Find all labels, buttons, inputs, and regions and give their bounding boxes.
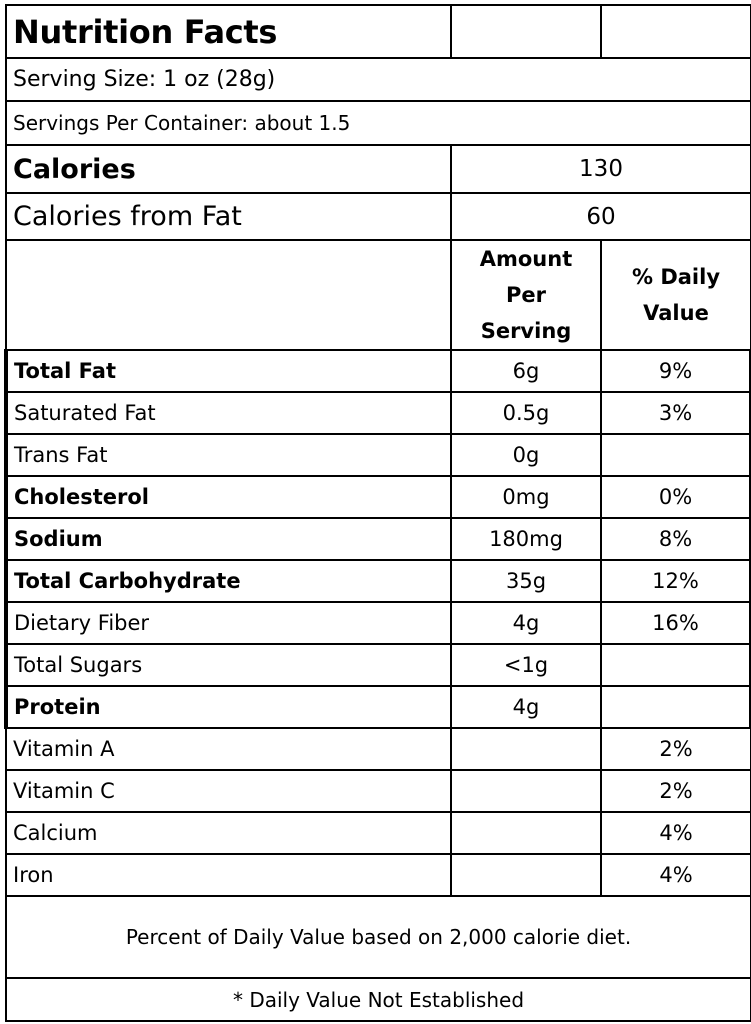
calories-from-fat-label: Calories from Fat [5, 192, 452, 241]
serving-size: Serving Size: 1 oz (28g) [5, 57, 751, 102]
saturated-fat-daily-value: 3% [600, 391, 751, 435]
empty-cell [450, 4, 602, 59]
total-sugars-label: Total Sugars [4, 643, 452, 687]
cholesterol-label: Cholesterol [4, 475, 452, 519]
trans-fat-daily-value [600, 433, 751, 477]
iron-label: Iron [5, 853, 452, 897]
footnote-row: Percent of Daily Value based on 2,000 ca… [5, 895, 751, 979]
calories-value: 130 [450, 144, 751, 194]
total-fat-daily-value: 9% [600, 349, 751, 393]
total-fat-amount: 6g [450, 349, 602, 393]
column-header-row: Amount Per Serving % Daily Value [5, 239, 751, 351]
nutrition-facts-table: Nutrition Facts Serving Size: 1 oz (28g)… [4, 4, 751, 1022]
servings-per-container: Servings Per Container: about 1.5 [5, 100, 751, 146]
amount-per-serving-header: Amount Per Serving [450, 239, 602, 351]
serving-size-row: Serving Size: 1 oz (28g) [5, 57, 751, 102]
dietary-fiber-amount: 4g [450, 601, 602, 645]
calories-label: Calories [5, 144, 452, 194]
empty-cell [5, 239, 452, 351]
vitamin-c-daily-value: 2% [600, 769, 751, 813]
calcium-label: Calcium [5, 811, 452, 855]
vitamin-a-label: Vitamin A [5, 727, 452, 771]
calcium-daily-value: 4% [600, 811, 751, 855]
cholesterol-daily-value: 0% [600, 475, 751, 519]
table-row: Vitamin A 2% [5, 727, 751, 771]
table-row: Dietary Fiber 4g 16% [4, 601, 751, 645]
calcium-amount [450, 811, 602, 855]
table-row: Vitamin C 2% [5, 769, 751, 813]
title-row: Nutrition Facts [5, 4, 751, 59]
total-sugars-daily-value [600, 643, 751, 687]
vitamin-a-amount [450, 727, 602, 771]
table-row: Sodium 180mg 8% [4, 517, 751, 561]
trans-fat-label: Trans Fat [4, 433, 452, 477]
calories-row: Calories 130 [5, 144, 751, 194]
daily-value-footnote: Percent of Daily Value based on 2,000 ca… [5, 895, 751, 979]
total-carbohydrate-amount: 35g [450, 559, 602, 603]
vitamin-c-amount [450, 769, 602, 813]
sodium-daily-value: 8% [600, 517, 751, 561]
table-row: Total Carbohydrate 35g 12% [4, 559, 751, 603]
table-row: Cholesterol 0mg 0% [4, 475, 751, 519]
protein-label: Protein [4, 685, 452, 729]
servings-per-container-row: Servings Per Container: about 1.5 [5, 100, 751, 146]
cholesterol-amount: 0mg [450, 475, 602, 519]
table-row: Calcium 4% [5, 811, 751, 855]
iron-amount [450, 853, 602, 897]
total-fat-label: Total Fat [4, 349, 452, 393]
table-row: Total Sugars <1g [4, 643, 751, 687]
total-carbohydrate-label: Total Carbohydrate [4, 559, 452, 603]
note-row: * Daily Value Not Established [5, 977, 751, 1022]
total-sugars-amount: <1g [450, 643, 602, 687]
table-row: Trans Fat 0g [4, 433, 751, 477]
vitamin-rows: Vitamin A 2% Vitamin C 2% Calcium 4% Iron 4% [5, 727, 751, 897]
page-title: Nutrition Facts [5, 4, 452, 59]
daily-value-note: * Daily Value Not Established [5, 977, 751, 1022]
table-row: Protein 4g [4, 685, 751, 729]
table-row: Iron 4% [5, 853, 751, 897]
sodium-amount: 180mg [450, 517, 602, 561]
saturated-fat-label: Saturated Fat [4, 391, 452, 435]
total-carbohydrate-daily-value: 12% [600, 559, 751, 603]
vitamin-c-label: Vitamin C [5, 769, 452, 813]
calories-from-fat-row: Calories from Fat 60 [5, 192, 751, 241]
iron-daily-value: 4% [600, 853, 751, 897]
trans-fat-amount: 0g [450, 433, 602, 477]
daily-value-header: % Daily Value [600, 239, 751, 351]
empty-cell [600, 4, 751, 59]
dietary-fiber-daily-value: 16% [600, 601, 751, 645]
sodium-label: Sodium [4, 517, 452, 561]
vitamin-a-daily-value: 2% [600, 727, 751, 771]
protein-daily-value [600, 685, 751, 729]
table-row: Saturated Fat 0.5g 3% [4, 391, 751, 435]
saturated-fat-amount: 0.5g [450, 391, 602, 435]
dietary-fiber-label: Dietary Fiber [4, 601, 452, 645]
nutrient-rows: Total Fat 6g 9% Saturated Fat 0.5g 3% Trans Fa… [4, 349, 751, 729]
protein-amount: 4g [450, 685, 602, 729]
calories-from-fat-value: 60 [450, 192, 751, 241]
table-row: Total Fat 6g 9% [4, 349, 751, 393]
